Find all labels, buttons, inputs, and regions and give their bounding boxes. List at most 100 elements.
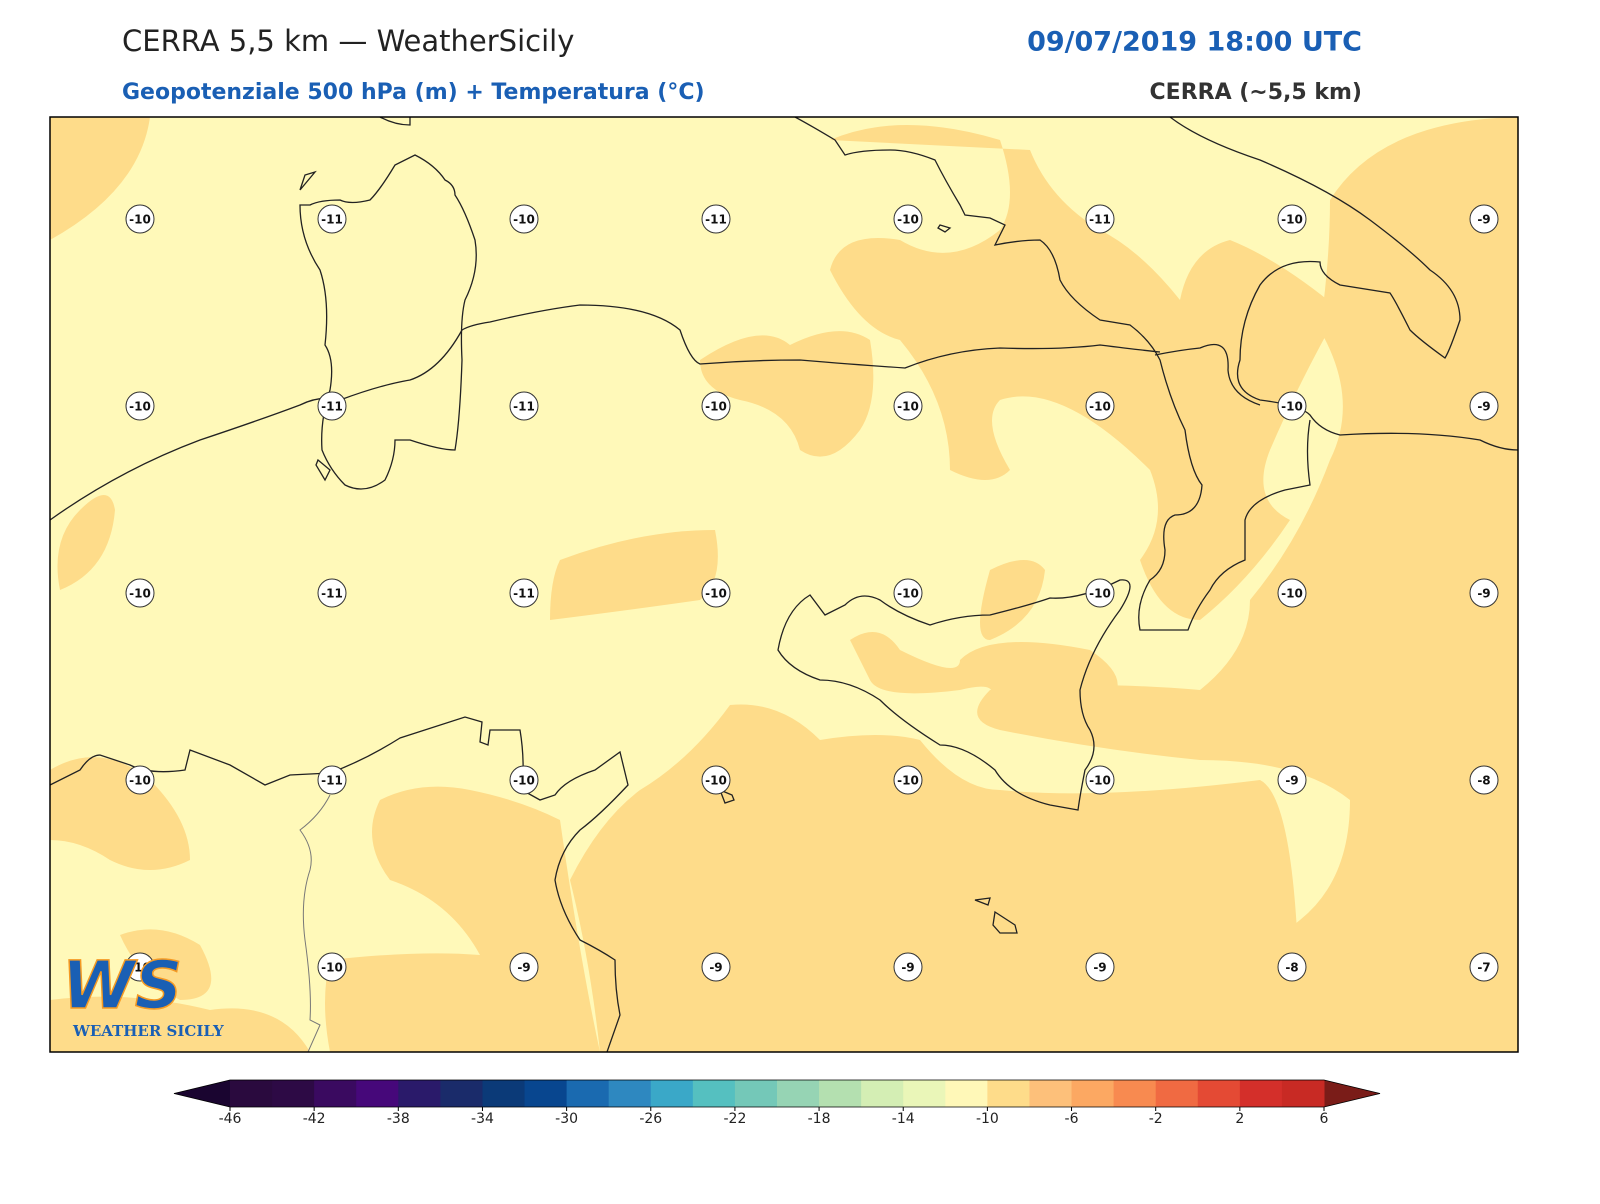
- colorbar-tick-label: 6: [1320, 1111, 1329, 1127]
- value-label: -10: [1281, 400, 1303, 414]
- value-marker: [1277, 952, 1307, 982]
- value-marker: [1277, 204, 1307, 234]
- value-marker: [701, 204, 731, 234]
- value-marker: [701, 952, 731, 982]
- value-label: -10: [321, 961, 343, 975]
- model-label: CERRA (~5,5 km): [1150, 80, 1362, 105]
- colorbar-tick-label: -42: [303, 1111, 326, 1127]
- value-marker: [1085, 952, 1115, 982]
- colorbar-bin: [272, 1080, 315, 1107]
- colorbar-bin: [1239, 1080, 1283, 1107]
- colorbar-bin: [230, 1080, 273, 1107]
- colorbar-bin: [398, 1080, 441, 1107]
- colorbar-over: [1324, 1080, 1380, 1107]
- value-marker: [1085, 765, 1115, 795]
- value-marker: [509, 578, 539, 608]
- value-label: -11: [1089, 213, 1111, 227]
- colorbar-tick-label: -6: [1065, 1111, 1079, 1127]
- value-label: -10: [897, 213, 919, 227]
- value-label: -9: [1093, 961, 1106, 975]
- value-label: -9: [1477, 587, 1490, 601]
- datetime: 09/07/2019 18:00 UTC: [1027, 27, 1362, 58]
- colorbar-bin: [903, 1080, 946, 1107]
- colorbar-bin: [356, 1080, 399, 1107]
- colorbar-tick-label: 2: [1235, 1111, 1244, 1127]
- value-label: -9: [1477, 400, 1490, 414]
- value-label: -11: [321, 400, 343, 414]
- value-label: -8: [1285, 961, 1298, 975]
- colorbar-bin: [566, 1080, 610, 1107]
- value-label: -10: [1089, 587, 1111, 601]
- colorbar-bin: [777, 1080, 820, 1107]
- value-label: -9: [709, 961, 722, 975]
- value-marker: [509, 204, 539, 234]
- value-label: -10: [513, 213, 535, 227]
- value-label: -9: [901, 961, 914, 975]
- value-label: -11: [321, 213, 343, 227]
- value-label: -10: [897, 587, 919, 601]
- value-marker: [893, 765, 923, 795]
- value-label: -10: [1089, 774, 1111, 788]
- value-label: -9: [517, 961, 530, 975]
- value-label: -10: [129, 774, 151, 788]
- value-marker: [701, 578, 731, 608]
- colorbar-bin: [819, 1080, 862, 1107]
- value-label: -10: [1281, 213, 1303, 227]
- value-label: -10: [129, 400, 151, 414]
- value-label: -10: [1089, 400, 1111, 414]
- value-label: -10: [1281, 587, 1303, 601]
- value-label: -11: [513, 587, 535, 601]
- colorbar-bin: [1197, 1080, 1241, 1107]
- value-marker: [317, 578, 347, 608]
- value-label: -9: [1285, 774, 1298, 788]
- colorbar-tick-label: -18: [808, 1111, 831, 1127]
- value-label: -10: [129, 587, 151, 601]
- colorbar-tick-label: -38: [387, 1111, 410, 1127]
- value-marker: [893, 952, 923, 982]
- colorbar-tick-label: -22: [723, 1111, 746, 1127]
- value-label: -10: [705, 774, 727, 788]
- logo-text: WEATHER SICILY: [72, 1022, 224, 1040]
- colorbar-bin: [440, 1080, 483, 1107]
- colorbar-bin: [524, 1080, 568, 1107]
- value-marker: [893, 204, 923, 234]
- colorbar-bin: [1071, 1080, 1115, 1107]
- colorbar-tick-label: -30: [555, 1111, 578, 1127]
- logo-mark: WS: [62, 947, 182, 1024]
- colorbar-tick-label: -10: [976, 1111, 999, 1127]
- value-marker: [317, 391, 347, 421]
- value-label: -10: [705, 587, 727, 601]
- colorbar-bin: [482, 1080, 526, 1107]
- value-marker: [1277, 765, 1307, 795]
- title: CERRA 5,5 km — WeatherSicily: [122, 24, 574, 58]
- colorbar-bin: [861, 1080, 904, 1107]
- colorbar-bin: [608, 1080, 652, 1107]
- value-label: -10: [513, 774, 535, 788]
- value-marker: [1469, 204, 1499, 234]
- colorbar-bin: [1029, 1080, 1073, 1107]
- value-marker: [509, 952, 539, 982]
- value-label: -10: [129, 961, 151, 975]
- map: -10 -11 -10 -11 -10 -11 -10 -9 -10 -11 -11 -10 -10 -1…: [50, 117, 1518, 1052]
- colorbar-bin: [987, 1080, 1030, 1107]
- colorbar-tick-label: -2: [1149, 1111, 1163, 1127]
- value-marker: [125, 204, 155, 234]
- colorbar-tick-label: -26: [639, 1111, 662, 1127]
- map-frame: [49, 116, 1519, 1053]
- value-marker: [1277, 578, 1307, 608]
- value-marker: [1469, 391, 1499, 421]
- colorbar-bin: [1155, 1080, 1199, 1107]
- temperature-field: [50, 117, 1518, 1052]
- value-label: -7: [1477, 961, 1490, 975]
- value-label: -8: [1477, 774, 1490, 788]
- colorbar-bin: [1281, 1080, 1325, 1107]
- value-marker: [125, 391, 155, 421]
- value-marker: [1085, 204, 1115, 234]
- colorbar-bin: [650, 1080, 694, 1107]
- colorbar-tick-label: -34: [471, 1111, 494, 1127]
- colorbar: -46 -42 -38 -34 -30 -26 -22 -18 -14 -10 -6 -2 2 6: [173, 1079, 1381, 1127]
- value-marker: [1469, 578, 1499, 608]
- value-marker: [1469, 765, 1499, 795]
- colorbar-bin: [734, 1080, 778, 1107]
